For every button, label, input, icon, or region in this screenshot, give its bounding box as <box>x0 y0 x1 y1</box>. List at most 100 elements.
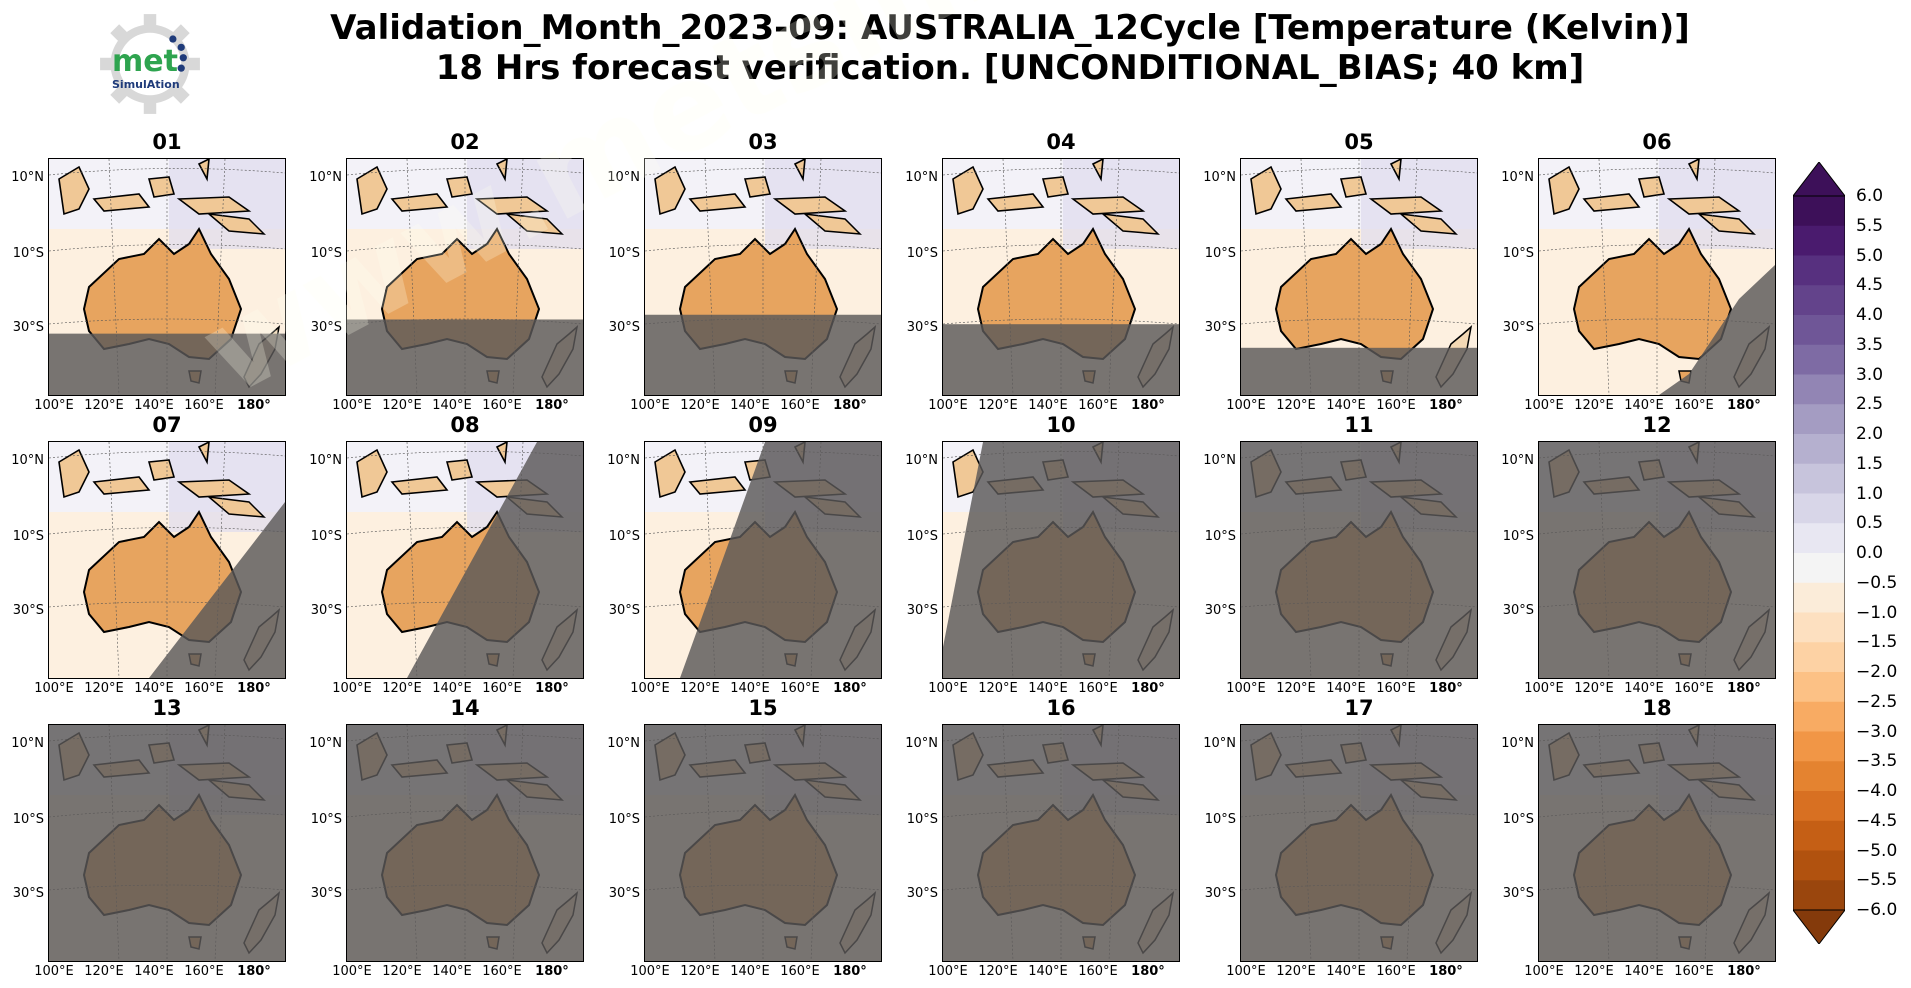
lon-tick-label: 120°E <box>1574 964 1614 979</box>
colorbar-tick-label: −4.5 <box>1856 810 1898 831</box>
colorbar-tick-label: 5.5 <box>1856 215 1884 236</box>
lon-tick-label: 140°E <box>1624 681 1664 696</box>
lat-tick-label: 10°N <box>905 170 938 185</box>
lon-tick-label: 120°E <box>84 681 124 696</box>
lon-tick-label: 140°E <box>1028 398 1068 413</box>
lon-tick-label: 100°E <box>1524 964 1564 979</box>
panel-title: 13 <box>152 696 182 720</box>
map-frame <box>1240 158 1478 396</box>
map-frame <box>1538 158 1776 396</box>
colorbar-tick-label: −5.0 <box>1856 840 1898 861</box>
lon-tick-label: 120°E <box>978 964 1018 979</box>
map-canvas <box>1241 725 1477 961</box>
lon-tick-label: 160°E <box>780 681 820 696</box>
lon-tick-label: 160°E <box>482 964 522 979</box>
indonesia-islands <box>356 442 550 499</box>
lon-tick-label: 100°E <box>332 398 372 413</box>
colorbar-segment <box>1793 850 1845 881</box>
panel-title: 11 <box>1344 413 1374 437</box>
colorbar-tick-label: 1.5 <box>1856 453 1884 474</box>
colorbar-tick-label: −3.5 <box>1856 751 1898 772</box>
lon-tick-label: 160°E <box>184 398 224 413</box>
lat-tick-label: 10°S <box>906 529 938 544</box>
map-frame <box>644 158 882 396</box>
lon-tick-label: 140°E <box>730 398 770 413</box>
lat-tick-label: 30°S <box>1502 320 1534 335</box>
map-frame <box>942 441 1180 679</box>
lat-tick-label: 30°S <box>310 320 342 335</box>
lon-tick-label: 100°E <box>1226 681 1266 696</box>
lon-tick-label: 180° <box>237 964 271 979</box>
map-frame <box>644 441 882 679</box>
panel-title: 03 <box>748 130 778 154</box>
lon-tick-label: 100°E <box>34 964 74 979</box>
panel-title: 05 <box>1344 130 1374 154</box>
lon-tick-label: 160°E <box>482 398 522 413</box>
colorbar-bottom-extension <box>1793 909 1845 944</box>
lon-tick-label: 140°E <box>134 681 174 696</box>
no-data-mask <box>943 324 1179 395</box>
colorbar-segment <box>1793 493 1845 524</box>
colorbar-segment <box>1793 731 1845 762</box>
colorbar <box>1793 162 1845 944</box>
lon-tick-label: 120°E <box>1276 681 1316 696</box>
indonesia-islands <box>356 159 550 216</box>
lon-tick-label: 160°E <box>1376 398 1416 413</box>
lon-tick-label: 180° <box>237 398 271 413</box>
lat-tick-label: 30°S <box>310 603 342 618</box>
map-canvas <box>1539 725 1775 961</box>
lon-tick-label: 140°E <box>1326 398 1366 413</box>
indonesia-islands <box>58 442 252 499</box>
lat-tick-label: 30°S <box>1204 603 1236 618</box>
lat-tick-label: 10°S <box>310 529 342 544</box>
map-canvas <box>645 725 881 961</box>
lon-tick-label: 180° <box>237 681 271 696</box>
map-canvas <box>645 442 881 678</box>
map-canvas <box>943 442 1179 678</box>
lat-tick-label: 10°S <box>906 246 938 261</box>
lon-tick-label: 160°E <box>184 964 224 979</box>
lon-tick-label: 140°E <box>1028 681 1068 696</box>
lon-tick-label: 140°E <box>1624 964 1664 979</box>
no-data-mask <box>407 442 583 678</box>
lon-tick-label: 140°E <box>1028 964 1068 979</box>
colorbar-segment <box>1793 225 1845 256</box>
colorbar-tick-label: −5.5 <box>1856 870 1898 891</box>
colorbar-tick-label: 6.0 <box>1856 186 1884 206</box>
colorbar-segment <box>1793 434 1845 465</box>
lon-tick-label: 100°E <box>1524 681 1564 696</box>
lat-tick-label: 30°S <box>1502 603 1534 618</box>
lon-tick-label: 140°E <box>1326 681 1366 696</box>
no-data-mask <box>149 442 285 678</box>
lon-tick-label: 160°E <box>1376 681 1416 696</box>
lat-tick-label: 10°N <box>11 736 44 751</box>
lat-tick-label: 10°N <box>1203 453 1236 468</box>
colorbar-segment <box>1793 255 1845 286</box>
lon-tick-label: 120°E <box>978 681 1018 696</box>
panel-title: 07 <box>152 413 182 437</box>
colorbar-tick-label: −6.0 <box>1856 900 1898 920</box>
colorbar-tick-label: 3.5 <box>1856 334 1884 355</box>
lon-tick-label: 180° <box>1131 398 1165 413</box>
lon-tick-label: 140°E <box>730 964 770 979</box>
map-frame <box>346 158 584 396</box>
logo-text: met <box>112 44 178 79</box>
colorbar-segment <box>1793 880 1845 911</box>
lon-tick-label: 160°E <box>1376 964 1416 979</box>
lon-tick-label: 120°E <box>680 398 720 413</box>
lon-tick-label: 140°E <box>134 398 174 413</box>
lon-tick-label: 100°E <box>630 681 670 696</box>
lat-tick-label: 30°S <box>12 320 44 335</box>
lon-tick-label: 160°E <box>1078 964 1118 979</box>
lon-tick-label: 120°E <box>84 964 124 979</box>
lon-tick-label: 120°E <box>382 681 422 696</box>
lat-tick-label: 30°S <box>906 320 938 335</box>
lon-tick-label: 180° <box>1131 964 1165 979</box>
lat-tick-label: 10°S <box>12 246 44 261</box>
lat-tick-label: 10°N <box>309 453 342 468</box>
lat-tick-label: 10°S <box>1502 246 1534 261</box>
lat-tick-label: 10°N <box>607 453 640 468</box>
lon-tick-label: 140°E <box>432 964 472 979</box>
lon-tick-label: 160°E <box>1078 681 1118 696</box>
colorbar-segment <box>1793 582 1845 613</box>
